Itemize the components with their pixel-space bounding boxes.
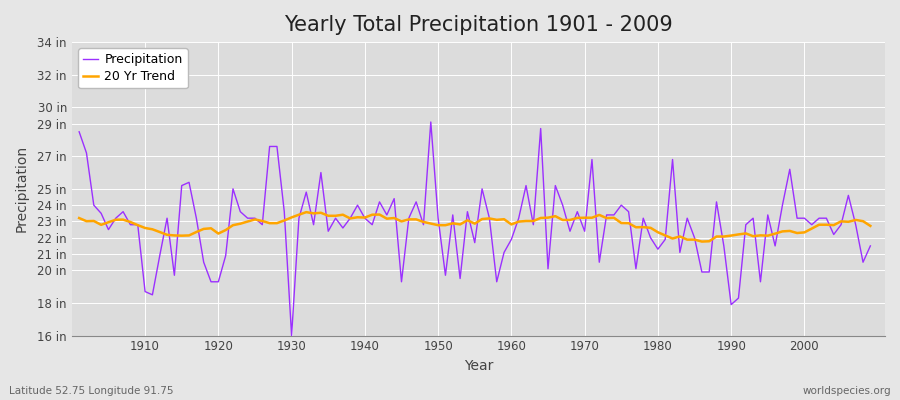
- Precipitation: [345, 216, 356, 220]
- Y-axis label: Precipitation: Precipitation: [15, 145, 29, 232]
- Precipitation: [513, 216, 524, 220]
- Precipitation: [132, 222, 143, 227]
- Precipitation: [286, 333, 297, 338]
- Title: Yearly Total Precipitation 1901 - 2009: Yearly Total Precipitation 1901 - 2009: [284, 15, 673, 35]
- 20 Yr Trend: [301, 210, 311, 214]
- 20 Yr Trend: [345, 216, 356, 221]
- Precipitation: [520, 183, 531, 188]
- 20 Yr Trend: [513, 219, 524, 224]
- 20 Yr Trend: [865, 224, 876, 228]
- Line: 20 Yr Trend: 20 Yr Trend: [79, 212, 870, 242]
- X-axis label: Year: Year: [464, 359, 493, 373]
- Precipitation: [608, 212, 619, 217]
- 20 Yr Trend: [697, 239, 707, 244]
- Text: Latitude 52.75 Longitude 91.75: Latitude 52.75 Longitude 91.75: [9, 386, 174, 396]
- 20 Yr Trend: [601, 216, 612, 220]
- Text: worldspecies.org: worldspecies.org: [803, 386, 891, 396]
- 20 Yr Trend: [506, 222, 517, 227]
- Precipitation: [301, 190, 311, 194]
- Legend: Precipitation, 20 Yr Trend: Precipitation, 20 Yr Trend: [78, 48, 187, 88]
- 20 Yr Trend: [293, 212, 304, 217]
- 20 Yr Trend: [74, 216, 85, 220]
- Precipitation: [426, 120, 436, 124]
- Precipitation: [865, 244, 876, 248]
- Line: Precipitation: Precipitation: [79, 122, 870, 336]
- Precipitation: [74, 129, 85, 134]
- 20 Yr Trend: [132, 223, 143, 228]
